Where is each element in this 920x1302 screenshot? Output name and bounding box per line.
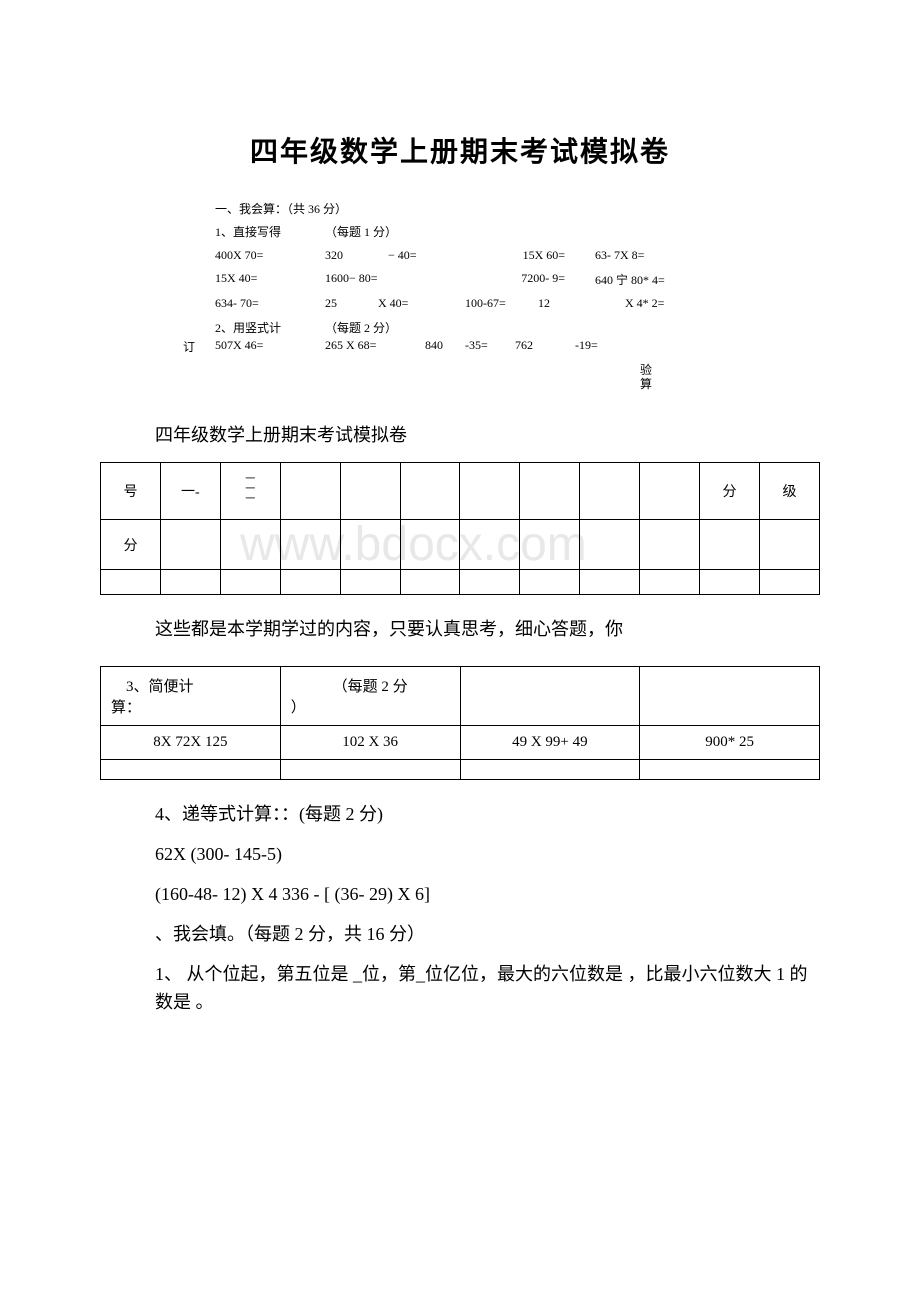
score-cell	[700, 520, 760, 570]
calc-1-1: 400X 70=	[215, 248, 325, 263]
calc-cell: 8X 72X 125	[101, 726, 281, 760]
score-cell	[520, 520, 580, 570]
section-1-header: 一、我会算：（共 36 分）	[215, 200, 820, 217]
table-row	[101, 760, 820, 780]
calc-4-4: -19=	[575, 338, 598, 355]
score-cell	[280, 520, 340, 570]
calc-3-3: 100-67= 12	[465, 296, 595, 311]
sub2-a: 2、用竖式计	[215, 321, 281, 335]
calc-1-4: 63- 7X 8=	[595, 248, 715, 263]
score-cell	[759, 520, 819, 570]
score-cell	[700, 570, 760, 595]
ding-label: 订	[100, 338, 215, 355]
calc-cell	[460, 667, 640, 726]
subtitle: 四年级数学上册期末考试模拟卷	[155, 421, 820, 447]
score-cell	[640, 520, 700, 570]
score-cell: 号	[101, 463, 161, 520]
calc-cell: 102 X 36	[280, 726, 460, 760]
score-cell	[160, 520, 220, 570]
score-cell	[580, 570, 640, 595]
score-cell	[280, 463, 340, 520]
score-cell	[340, 570, 400, 595]
calc-cell	[640, 667, 820, 726]
calc-4-2a: 265 X 68=	[325, 338, 425, 355]
calc-3-4: X 4* 2=	[595, 296, 715, 311]
calc-4-3b: 762	[515, 338, 575, 355]
score-cell	[220, 520, 280, 570]
calc-2-2: 1600− 80=	[325, 271, 465, 288]
score-cell	[220, 570, 280, 595]
calc-row-4: 订 507X 46= 265 X 68= 840 -35= 762 -19=	[100, 338, 820, 355]
intro-text: 这些都是本学期学过的内容，只要认真思考，细心答题，你	[155, 615, 820, 641]
table-row	[101, 570, 820, 595]
calc-4-2b: 840	[425, 338, 465, 355]
score-cell	[340, 520, 400, 570]
sub-header-2: 2、用竖式计 （每题 2 分）	[215, 319, 820, 336]
calc-cell: 3、简便计 算：	[101, 667, 281, 726]
sub2-b: （每题 2 分）	[325, 319, 465, 336]
score-cell	[460, 520, 520, 570]
score-table: 号 一- 一一一 分 级 分	[100, 462, 820, 595]
body-p5: 1、 从个位起，第五位是 _位，第_位亿位，最大的六位数是 ，比最小六位数大 1…	[155, 960, 820, 1016]
calc-cell: （每题 2 分 ）	[280, 667, 460, 726]
score-cell	[160, 570, 220, 595]
calc-1-2: 320 − 40=	[325, 248, 465, 263]
table-row: 号 一- 一一一 分 级	[101, 463, 820, 520]
calc-cell	[460, 760, 640, 780]
main-title: 四年级数学上册期末考试模拟卷	[100, 130, 820, 170]
calc-1-3: 15X 60=	[465, 248, 595, 263]
calc-4-3a: -35=	[465, 338, 515, 355]
calc-2-4: 640 宁 80* 4=	[595, 271, 715, 288]
score-cell: 级	[759, 463, 819, 520]
score-cell	[759, 570, 819, 595]
score-cell	[580, 520, 640, 570]
sub1-a: 1、直接写得	[215, 225, 281, 239]
score-cell	[520, 463, 580, 520]
score-cell	[580, 463, 640, 520]
score-cell: 一-	[160, 463, 220, 520]
body-p2: 62X (300- 145-5)	[155, 840, 820, 868]
score-cell	[340, 463, 400, 520]
body-p3: (160-48- 12) X 4 336 - [ (36- 29) X 6]	[155, 880, 820, 908]
calc-cell	[280, 760, 460, 780]
score-cell	[460, 570, 520, 595]
score-cell	[101, 570, 161, 595]
score-cell	[400, 570, 460, 595]
body-p1: 4、递等式计算：：(每题 2 分)	[155, 800, 820, 828]
score-cell	[520, 570, 580, 595]
score-cell	[640, 463, 700, 520]
table-row: 分	[101, 520, 820, 570]
score-cell	[280, 570, 340, 595]
score-cell	[640, 570, 700, 595]
score-cell	[400, 520, 460, 570]
score-cell	[460, 463, 520, 520]
calc-cell: 900* 25	[640, 726, 820, 760]
calc-3-2: 25 X 40=	[325, 296, 465, 311]
calc-cell: 49 X 99+ 49	[460, 726, 640, 760]
calc-2-1: 15X 40=	[215, 271, 325, 288]
body-p4: 、我会填。（每题 2 分，共 16 分）	[155, 920, 820, 948]
calc-table: 3、简便计 算： （每题 2 分 ） 8X 72X 125 102 X 36 4…	[100, 666, 820, 780]
table-row: 3、简便计 算： （每题 2 分 ）	[101, 667, 820, 726]
score-cell	[400, 463, 460, 520]
score-cell: 分	[700, 463, 760, 520]
yan-label: 验 算	[640, 363, 820, 391]
score-cell: 分	[101, 520, 161, 570]
calc-4-1: 507X 46=	[215, 338, 325, 355]
calc-row-3: 634- 70= 25 X 40= 100-67= 12 X 4* 2=	[215, 296, 820, 311]
calc-cell	[101, 760, 281, 780]
score-cell: 一一一	[220, 463, 280, 520]
sub-header-1: 1、直接写得 （每题 1 分）	[215, 223, 820, 240]
sub1-b: （每题 1 分）	[325, 223, 465, 240]
table-row: 8X 72X 125 102 X 36 49 X 99+ 49 900* 25	[101, 726, 820, 760]
calc-row-1: 400X 70= 320 − 40= 15X 60= 63- 7X 8=	[215, 248, 820, 263]
calc-3-1: 634- 70=	[215, 296, 325, 311]
calc-row-2: 15X 40= 1600− 80= 7200- 9= 640 宁 80* 4=	[215, 271, 820, 288]
calc-2-3: 7200- 9=	[465, 271, 595, 288]
calc-cell	[640, 760, 820, 780]
